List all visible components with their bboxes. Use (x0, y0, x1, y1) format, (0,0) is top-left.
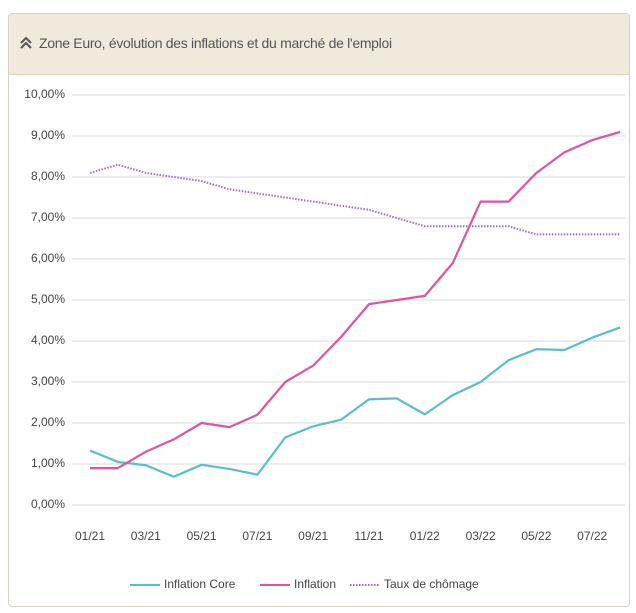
series-line (90, 130, 621, 470)
x-tick-label: 05/22 (521, 529, 551, 543)
y-tick-label: 9,00% (31, 128, 65, 142)
series-line (89, 326, 621, 478)
x-tick-label: 07/21 (242, 529, 272, 543)
legend-label: Inflation Core (164, 577, 236, 591)
y-tick-label: 4,00% (31, 333, 65, 347)
y-tick-label: 6,00% (31, 251, 65, 265)
collapse-icon[interactable] (19, 36, 33, 50)
y-tick-label: 8,00% (31, 169, 65, 183)
series-line (89, 163, 621, 236)
x-tick-label: 03/21 (131, 529, 161, 543)
x-tick-label: 01/21 (75, 529, 105, 543)
y-tick-label: 10,00% (24, 87, 65, 101)
x-tick-label: 03/22 (466, 529, 496, 543)
legend-label: Taux de chômage (384, 577, 479, 591)
x-tick-label: 09/21 (298, 529, 328, 543)
y-tick-label: 0,00% (31, 497, 65, 511)
y-tick-label: 2,00% (31, 415, 65, 429)
y-tick-label: 7,00% (31, 210, 65, 224)
panel-header: Zone Euro, évolution des inflations et d… (9, 14, 629, 75)
y-tick-label: 3,00% (31, 374, 65, 388)
y-tick-label: 5,00% (31, 292, 65, 306)
y-tick-label: 1,00% (31, 456, 65, 470)
x-tick-label: 05/21 (187, 529, 217, 543)
legend-label: Inflation (294, 577, 336, 591)
x-tick-label: 11/21 (354, 529, 383, 543)
x-tick-label: 01/22 (410, 529, 440, 543)
chart-title: Zone Euro, évolution des inflations et d… (39, 35, 392, 51)
x-tick-label: 07/22 (577, 529, 607, 543)
panel: Zone Euro, évolution des inflations et d… (8, 13, 630, 607)
